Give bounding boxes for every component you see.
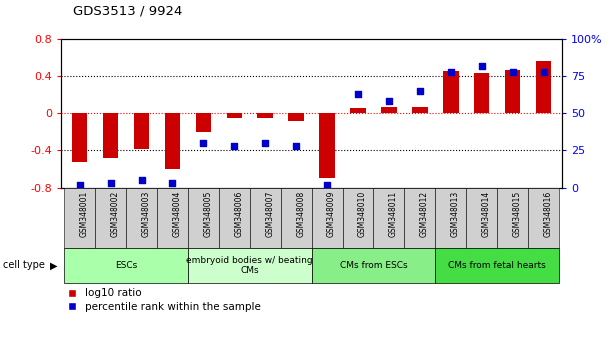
FancyBboxPatch shape [497,188,528,248]
Point [322,182,332,188]
Bar [257,113,273,118]
Text: CMs from ESCs: CMs from ESCs [340,261,408,270]
Point [539,69,549,74]
Point [353,91,363,97]
FancyBboxPatch shape [95,188,126,248]
Text: GSM348012: GSM348012 [420,190,429,237]
Point [106,180,115,186]
FancyBboxPatch shape [157,188,188,248]
Point [229,143,239,149]
FancyBboxPatch shape [64,188,95,248]
FancyBboxPatch shape [280,188,312,248]
Bar [381,107,397,113]
Text: GSM348006: GSM348006 [234,190,243,237]
Point [508,69,518,74]
Text: GSM348016: GSM348016 [544,190,552,237]
FancyBboxPatch shape [126,188,157,248]
Point [415,88,425,94]
Text: embryoid bodies w/ beating
CMs: embryoid bodies w/ beating CMs [186,256,313,275]
Bar [227,113,242,118]
FancyBboxPatch shape [312,248,435,283]
Point [167,180,177,186]
Point [75,182,84,188]
FancyBboxPatch shape [188,188,219,248]
Text: GSM348011: GSM348011 [389,190,398,237]
FancyBboxPatch shape [219,188,250,248]
Text: GSM348008: GSM348008 [296,190,305,237]
Text: ESCs: ESCs [115,261,137,270]
Bar [288,113,304,121]
Bar [443,72,458,113]
FancyBboxPatch shape [404,188,435,248]
Bar [536,61,551,113]
FancyBboxPatch shape [312,188,343,248]
Bar [412,107,428,113]
Point [384,98,394,104]
FancyBboxPatch shape [64,248,188,283]
Text: GSM348015: GSM348015 [513,190,522,237]
Point [199,140,208,146]
Text: CMs from fetal hearts: CMs from fetal hearts [448,261,546,270]
Text: cell type: cell type [3,261,45,270]
Text: GSM348002: GSM348002 [111,190,120,237]
Bar [350,108,366,113]
FancyBboxPatch shape [528,188,559,248]
FancyBboxPatch shape [466,188,497,248]
Bar [165,113,180,169]
Bar [196,113,211,132]
Text: GSM348007: GSM348007 [265,190,274,237]
Bar [134,113,149,149]
Text: ▶: ▶ [50,261,57,270]
Point [477,63,486,69]
FancyBboxPatch shape [250,188,280,248]
Bar [505,70,521,113]
FancyBboxPatch shape [435,248,559,283]
Text: GDS3513 / 9924: GDS3513 / 9924 [73,5,183,18]
FancyBboxPatch shape [188,248,312,283]
Bar [103,113,119,158]
Point [446,69,456,74]
Bar [320,113,335,178]
Text: GSM348013: GSM348013 [451,190,460,237]
FancyBboxPatch shape [435,188,466,248]
Text: GSM348014: GSM348014 [481,190,491,237]
Text: GSM348010: GSM348010 [358,190,367,237]
Point [137,177,147,183]
FancyBboxPatch shape [343,188,373,248]
Text: GSM348003: GSM348003 [142,190,150,237]
Text: GSM348004: GSM348004 [172,190,181,237]
Bar [474,73,489,113]
Legend: log10 ratio, percentile rank within the sample: log10 ratio, percentile rank within the … [67,289,261,312]
Point [291,143,301,149]
Text: GSM348001: GSM348001 [79,190,89,237]
Point [260,140,270,146]
FancyBboxPatch shape [373,188,404,248]
Bar [72,113,87,161]
Text: GSM348009: GSM348009 [327,190,336,237]
Text: GSM348005: GSM348005 [203,190,213,237]
